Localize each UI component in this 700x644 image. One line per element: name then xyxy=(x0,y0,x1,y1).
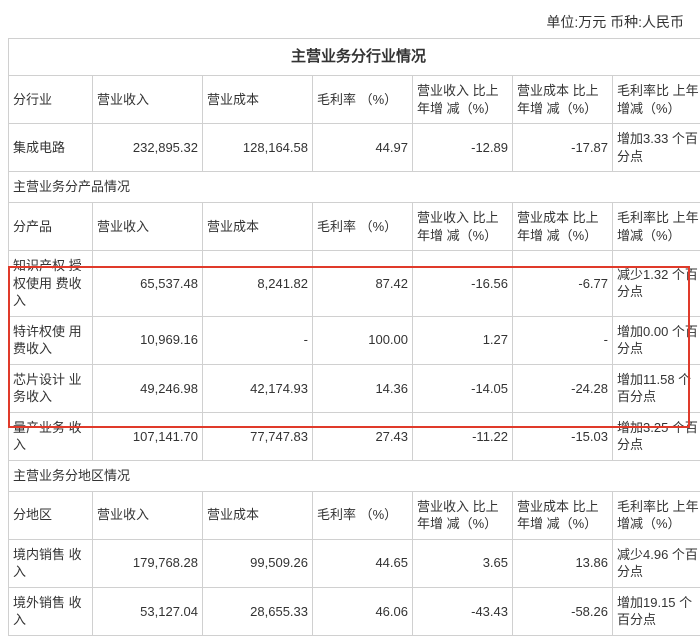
cell-gm-yoy: 增加11.58 个百分点 xyxy=(613,364,700,412)
cell-gm-yoy: 减少4.96 个百分点 xyxy=(613,539,700,587)
col-gm-yoy: 毛利率比 上年增减（%） xyxy=(613,491,700,539)
cell-gm: 44.97 xyxy=(313,124,413,172)
product-row: 芯片设计 业务收入49,246.9842,174.9314.36-14.05-2… xyxy=(9,364,700,412)
main-table: 主营业务分行业情况分行业营业收入营业成本毛利率 （%）营业收入 比上年增 减（%… xyxy=(8,38,700,636)
product-row: 知识产权 授权使用 费收入65,537.488,241.8287.42-16.5… xyxy=(9,251,700,317)
cell-rev-yoy: 3.65 xyxy=(413,539,513,587)
region-row: 境外销售 收入53,127.0428,655.3346.06-43.43-58.… xyxy=(9,587,700,635)
col-category: 分产品 xyxy=(9,202,93,250)
cell-cost-yoy: 13.86 xyxy=(513,539,613,587)
cell-gm-yoy: 增加3.33 个百分点 xyxy=(613,124,700,172)
region-row: 境内销售 收入179,768.2899,509.2644.653.6513.86… xyxy=(9,539,700,587)
col-gm: 毛利率 （%） xyxy=(313,76,413,124)
col-rev-yoy: 营业收入 比上年增 减（%） xyxy=(413,76,513,124)
cell-gm: 87.42 xyxy=(313,251,413,317)
col-rev-yoy: 营业收入 比上年增 减（%） xyxy=(413,491,513,539)
cell-cost-yoy: -15.03 xyxy=(513,412,613,460)
unit-line: 单位:万元 币种:人民币 xyxy=(8,8,692,38)
col-revenue: 营业收入 xyxy=(93,202,203,250)
cell-gm: 14.36 xyxy=(313,364,413,412)
col-gm: 毛利率 （%） xyxy=(313,491,413,539)
product-row: 量产业务 收入107,141.7077,747.8327.43-11.22-15… xyxy=(9,412,700,460)
cell-cost: 99,509.26 xyxy=(203,539,313,587)
cell-cost: 128,164.58 xyxy=(203,124,313,172)
col-cost: 营业成本 xyxy=(203,491,313,539)
cell-gm: 100.00 xyxy=(313,316,413,364)
cell-rev-yoy: 1.27 xyxy=(413,316,513,364)
cell-gm: 27.43 xyxy=(313,412,413,460)
section-products: 主营业务分产品情况 xyxy=(9,172,700,203)
product-row: 特许权使 用费收入10,969.16-100.001.27-增加0.00 个百分… xyxy=(9,316,700,364)
cell-cost-yoy: -24.28 xyxy=(513,364,613,412)
cell-cost: 28,655.33 xyxy=(203,587,313,635)
col-cost: 营业成本 xyxy=(203,76,313,124)
cell-revenue: 49,246.98 xyxy=(93,364,203,412)
cell-revenue: 107,141.70 xyxy=(93,412,203,460)
col-revenue: 营业收入 xyxy=(93,76,203,124)
cell-revenue: 179,768.28 xyxy=(93,539,203,587)
cell-gm-yoy: 增加0.00 个百分点 xyxy=(613,316,700,364)
section-regions-label: 主营业务分地区情况 xyxy=(9,461,700,492)
col-category: 分地区 xyxy=(9,491,93,539)
col-cost-yoy: 营业成本 比上年增 减（%） xyxy=(513,491,613,539)
cell-revenue: 53,127.04 xyxy=(93,587,203,635)
title-row: 主营业务分行业情况 xyxy=(9,39,700,76)
cell-revenue: 65,537.48 xyxy=(93,251,203,317)
cell-gm-yoy: 增加3.25 个百分点 xyxy=(613,412,700,460)
cell-rev-yoy: -16.56 xyxy=(413,251,513,317)
cell-cost: - xyxy=(203,316,313,364)
cell-cost: 42,174.93 xyxy=(203,364,313,412)
cell-name: 量产业务 收入 xyxy=(9,412,93,460)
col-gm-yoy: 毛利率比 上年增减（%） xyxy=(613,202,700,250)
cell-cost-yoy: -58.26 xyxy=(513,587,613,635)
col-cost-yoy: 营业成本 比上年增 减（%） xyxy=(513,202,613,250)
cell-gm: 46.06 xyxy=(313,587,413,635)
cell-revenue: 232,895.32 xyxy=(93,124,203,172)
col-gm: 毛利率 （%） xyxy=(313,202,413,250)
table-wrapper: 主营业务分行业情况分行业营业收入营业成本毛利率 （%）营业收入 比上年增 减（%… xyxy=(8,38,692,636)
col-category: 分行业 xyxy=(9,76,93,124)
cell-rev-yoy: -12.89 xyxy=(413,124,513,172)
header-row: 分地区营业收入营业成本毛利率 （%）营业收入 比上年增 减（%）营业成本 比上年… xyxy=(9,491,700,539)
cell-cost-yoy: -17.87 xyxy=(513,124,613,172)
industry-row: 集成电路232,895.32128,164.5844.97-12.89-17.8… xyxy=(9,124,700,172)
cell-cost: 8,241.82 xyxy=(203,251,313,317)
cell-rev-yoy: -43.43 xyxy=(413,587,513,635)
header-row: 分行业营业收入营业成本毛利率 （%）营业收入 比上年增 减（%）营业成本 比上年… xyxy=(9,76,700,124)
col-rev-yoy: 营业收入 比上年增 减（%） xyxy=(413,202,513,250)
cell-cost: 77,747.83 xyxy=(203,412,313,460)
col-cost: 营业成本 xyxy=(203,202,313,250)
cell-name: 境内销售 收入 xyxy=(9,539,93,587)
cell-rev-yoy: -11.22 xyxy=(413,412,513,460)
table-title: 主营业务分行业情况 xyxy=(9,39,700,76)
cell-gm-yoy: 减少1.32 个百分点 xyxy=(613,251,700,317)
section-products-label: 主营业务分产品情况 xyxy=(9,172,700,203)
cell-cost-yoy: - xyxy=(513,316,613,364)
col-revenue: 营业收入 xyxy=(93,491,203,539)
cell-name: 芯片设计 业务收入 xyxy=(9,364,93,412)
cell-name: 集成电路 xyxy=(9,124,93,172)
col-gm-yoy: 毛利率比 上年增减（%） xyxy=(613,76,700,124)
cell-cost-yoy: -6.77 xyxy=(513,251,613,317)
section-regions: 主营业务分地区情况 xyxy=(9,461,700,492)
cell-name: 特许权使 用费收入 xyxy=(9,316,93,364)
cell-gm: 44.65 xyxy=(313,539,413,587)
header-row: 分产品营业收入营业成本毛利率 （%）营业收入 比上年增 减（%）营业成本 比上年… xyxy=(9,202,700,250)
cell-rev-yoy: -14.05 xyxy=(413,364,513,412)
cell-revenue: 10,969.16 xyxy=(93,316,203,364)
col-cost-yoy: 营业成本 比上年增 减（%） xyxy=(513,76,613,124)
cell-name: 知识产权 授权使用 费收入 xyxy=(9,251,93,317)
cell-name: 境外销售 收入 xyxy=(9,587,93,635)
cell-gm-yoy: 增加19.15 个百分点 xyxy=(613,587,700,635)
